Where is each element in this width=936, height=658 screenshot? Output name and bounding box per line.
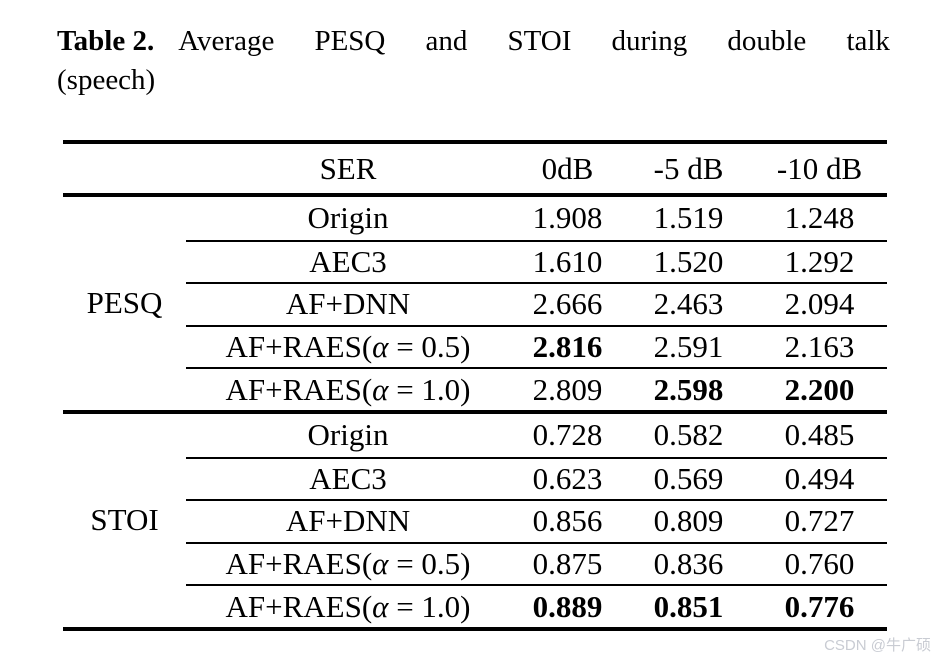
metric-label-pesq: PESQ bbox=[86, 285, 163, 321]
caption-line-1: Table 2. Average PESQ and STOI during do… bbox=[57, 22, 890, 61]
section-pesq: PESQ Origin 1.908 1.519 1.248 AEC3 1.610… bbox=[63, 197, 887, 410]
caption-word: Average bbox=[178, 25, 275, 57]
metric-label-stoi: STOI bbox=[90, 502, 159, 538]
section-stoi: STOI Origin 0.728 0.582 0.485 AEC3 0.623… bbox=[63, 414, 887, 627]
value-cell: 0.485 bbox=[784, 417, 855, 453]
value-cell: 1.908 bbox=[532, 200, 603, 236]
table-row: Origin 0.728 0.582 0.485 bbox=[186, 414, 887, 457]
method-cell: AF+DNN bbox=[285, 503, 411, 539]
caption-word: PESQ bbox=[314, 25, 386, 57]
method-cell: AEC3 bbox=[309, 460, 387, 496]
section-stoi-rows: Origin 0.728 0.582 0.485 AEC3 0.623 0.56… bbox=[186, 414, 887, 627]
value-cell: 2.666 bbox=[532, 286, 603, 322]
value-cell: 0.851 bbox=[653, 588, 724, 624]
caption-word: during bbox=[611, 25, 688, 57]
value-cell: 2.809 bbox=[532, 371, 603, 407]
value-cell: 1.520 bbox=[653, 243, 724, 279]
caption-line-2: (speech) bbox=[57, 64, 156, 96]
table-row: AEC3 0.623 0.569 0.494 bbox=[186, 456, 887, 500]
value-cell: 2.163 bbox=[784, 329, 855, 365]
rule-bottom bbox=[63, 626, 887, 631]
caption-word: and bbox=[425, 25, 468, 57]
rule-below-header bbox=[63, 193, 887, 197]
caption-label: Table 2. bbox=[57, 25, 155, 57]
table-caption: Table 2. Average PESQ and STOI during do… bbox=[57, 22, 890, 100]
value-cell: 0.809 bbox=[653, 503, 724, 539]
value-cell: 2.094 bbox=[784, 286, 855, 322]
caption-word: double bbox=[727, 25, 807, 57]
table-row: AF+RAES(α = 0.5) 0.875 0.836 0.760 bbox=[186, 541, 887, 585]
value-cell: 2.598 bbox=[653, 371, 724, 407]
header-row: SER 0dB -5 dB -10 dB bbox=[63, 144, 887, 193]
results-table: SER 0dB -5 dB -10 dB PESQ Origin 1.908 1… bbox=[63, 140, 887, 631]
rule-between-sections bbox=[63, 409, 887, 414]
value-cell: 0.836 bbox=[653, 546, 724, 582]
value-cell: 0.856 bbox=[532, 503, 603, 539]
value-cell: 0.889 bbox=[532, 588, 603, 624]
table-row: AF+RAES(α = 0.5) 2.816 2.591 2.163 bbox=[186, 324, 887, 368]
table-row: AEC3 1.610 1.520 1.292 bbox=[186, 239, 887, 283]
value-cell: 1.610 bbox=[532, 243, 603, 279]
method-cell: AF+DNN bbox=[285, 286, 411, 322]
header-ser-cell: SER bbox=[319, 150, 377, 186]
value-cell: 0.727 bbox=[784, 503, 855, 539]
table-row: Origin 1.908 1.519 1.248 bbox=[186, 197, 887, 240]
method-cell: AEC3 bbox=[309, 243, 387, 279]
method-cell: AF+RAES(α = 0.5) bbox=[225, 329, 471, 365]
table-row: AF+DNN 2.666 2.463 2.094 bbox=[186, 282, 887, 325]
value-cell: 0.569 bbox=[653, 460, 724, 496]
rule-top bbox=[63, 140, 887, 144]
value-cell: 2.816 bbox=[532, 329, 603, 365]
table-row: AF+DNN 0.856 0.809 0.727 bbox=[186, 499, 887, 542]
value-cell: 2.463 bbox=[653, 286, 724, 322]
method-cell: AF+RAES(α = 1.0) bbox=[225, 371, 471, 407]
value-cell: 0.728 bbox=[532, 417, 603, 453]
caption-word: talk bbox=[846, 25, 890, 57]
table-row: AF+RAES(α = 1.0) 2.809 2.598 2.200 bbox=[186, 367, 887, 410]
header-col-neg10db: -10 dB bbox=[776, 150, 863, 186]
value-cell: 0.582 bbox=[653, 417, 724, 453]
value-cell: 1.292 bbox=[784, 243, 855, 279]
value-cell: 0.494 bbox=[784, 460, 855, 496]
watermark: CSDN @牛广硕 bbox=[824, 637, 931, 654]
value-cell: 1.519 bbox=[653, 200, 724, 236]
value-cell: 0.776 bbox=[784, 588, 855, 624]
table-row: AF+RAES(α = 1.0) 0.889 0.851 0.776 bbox=[186, 584, 887, 627]
section-pesq-rows: Origin 1.908 1.519 1.248 AEC3 1.610 1.52… bbox=[186, 197, 887, 410]
value-cell: 2.591 bbox=[653, 329, 724, 365]
method-cell: Origin bbox=[307, 200, 389, 236]
header-col-0db: 0dB bbox=[541, 150, 594, 186]
value-cell: 2.200 bbox=[784, 371, 855, 407]
method-cell: AF+RAES(α = 0.5) bbox=[225, 546, 471, 582]
caption-word: STOI bbox=[507, 25, 572, 57]
method-cell: AF+RAES(α = 1.0) bbox=[225, 588, 471, 624]
value-cell: 0.875 bbox=[532, 546, 603, 582]
value-cell: 1.248 bbox=[784, 200, 855, 236]
header-col-neg5db: -5 dB bbox=[653, 150, 724, 186]
method-cell: Origin bbox=[307, 417, 389, 453]
value-cell: 0.760 bbox=[784, 546, 855, 582]
value-cell: 0.623 bbox=[532, 460, 603, 496]
caption-text: Average PESQ and STOI during double talk bbox=[178, 22, 890, 61]
